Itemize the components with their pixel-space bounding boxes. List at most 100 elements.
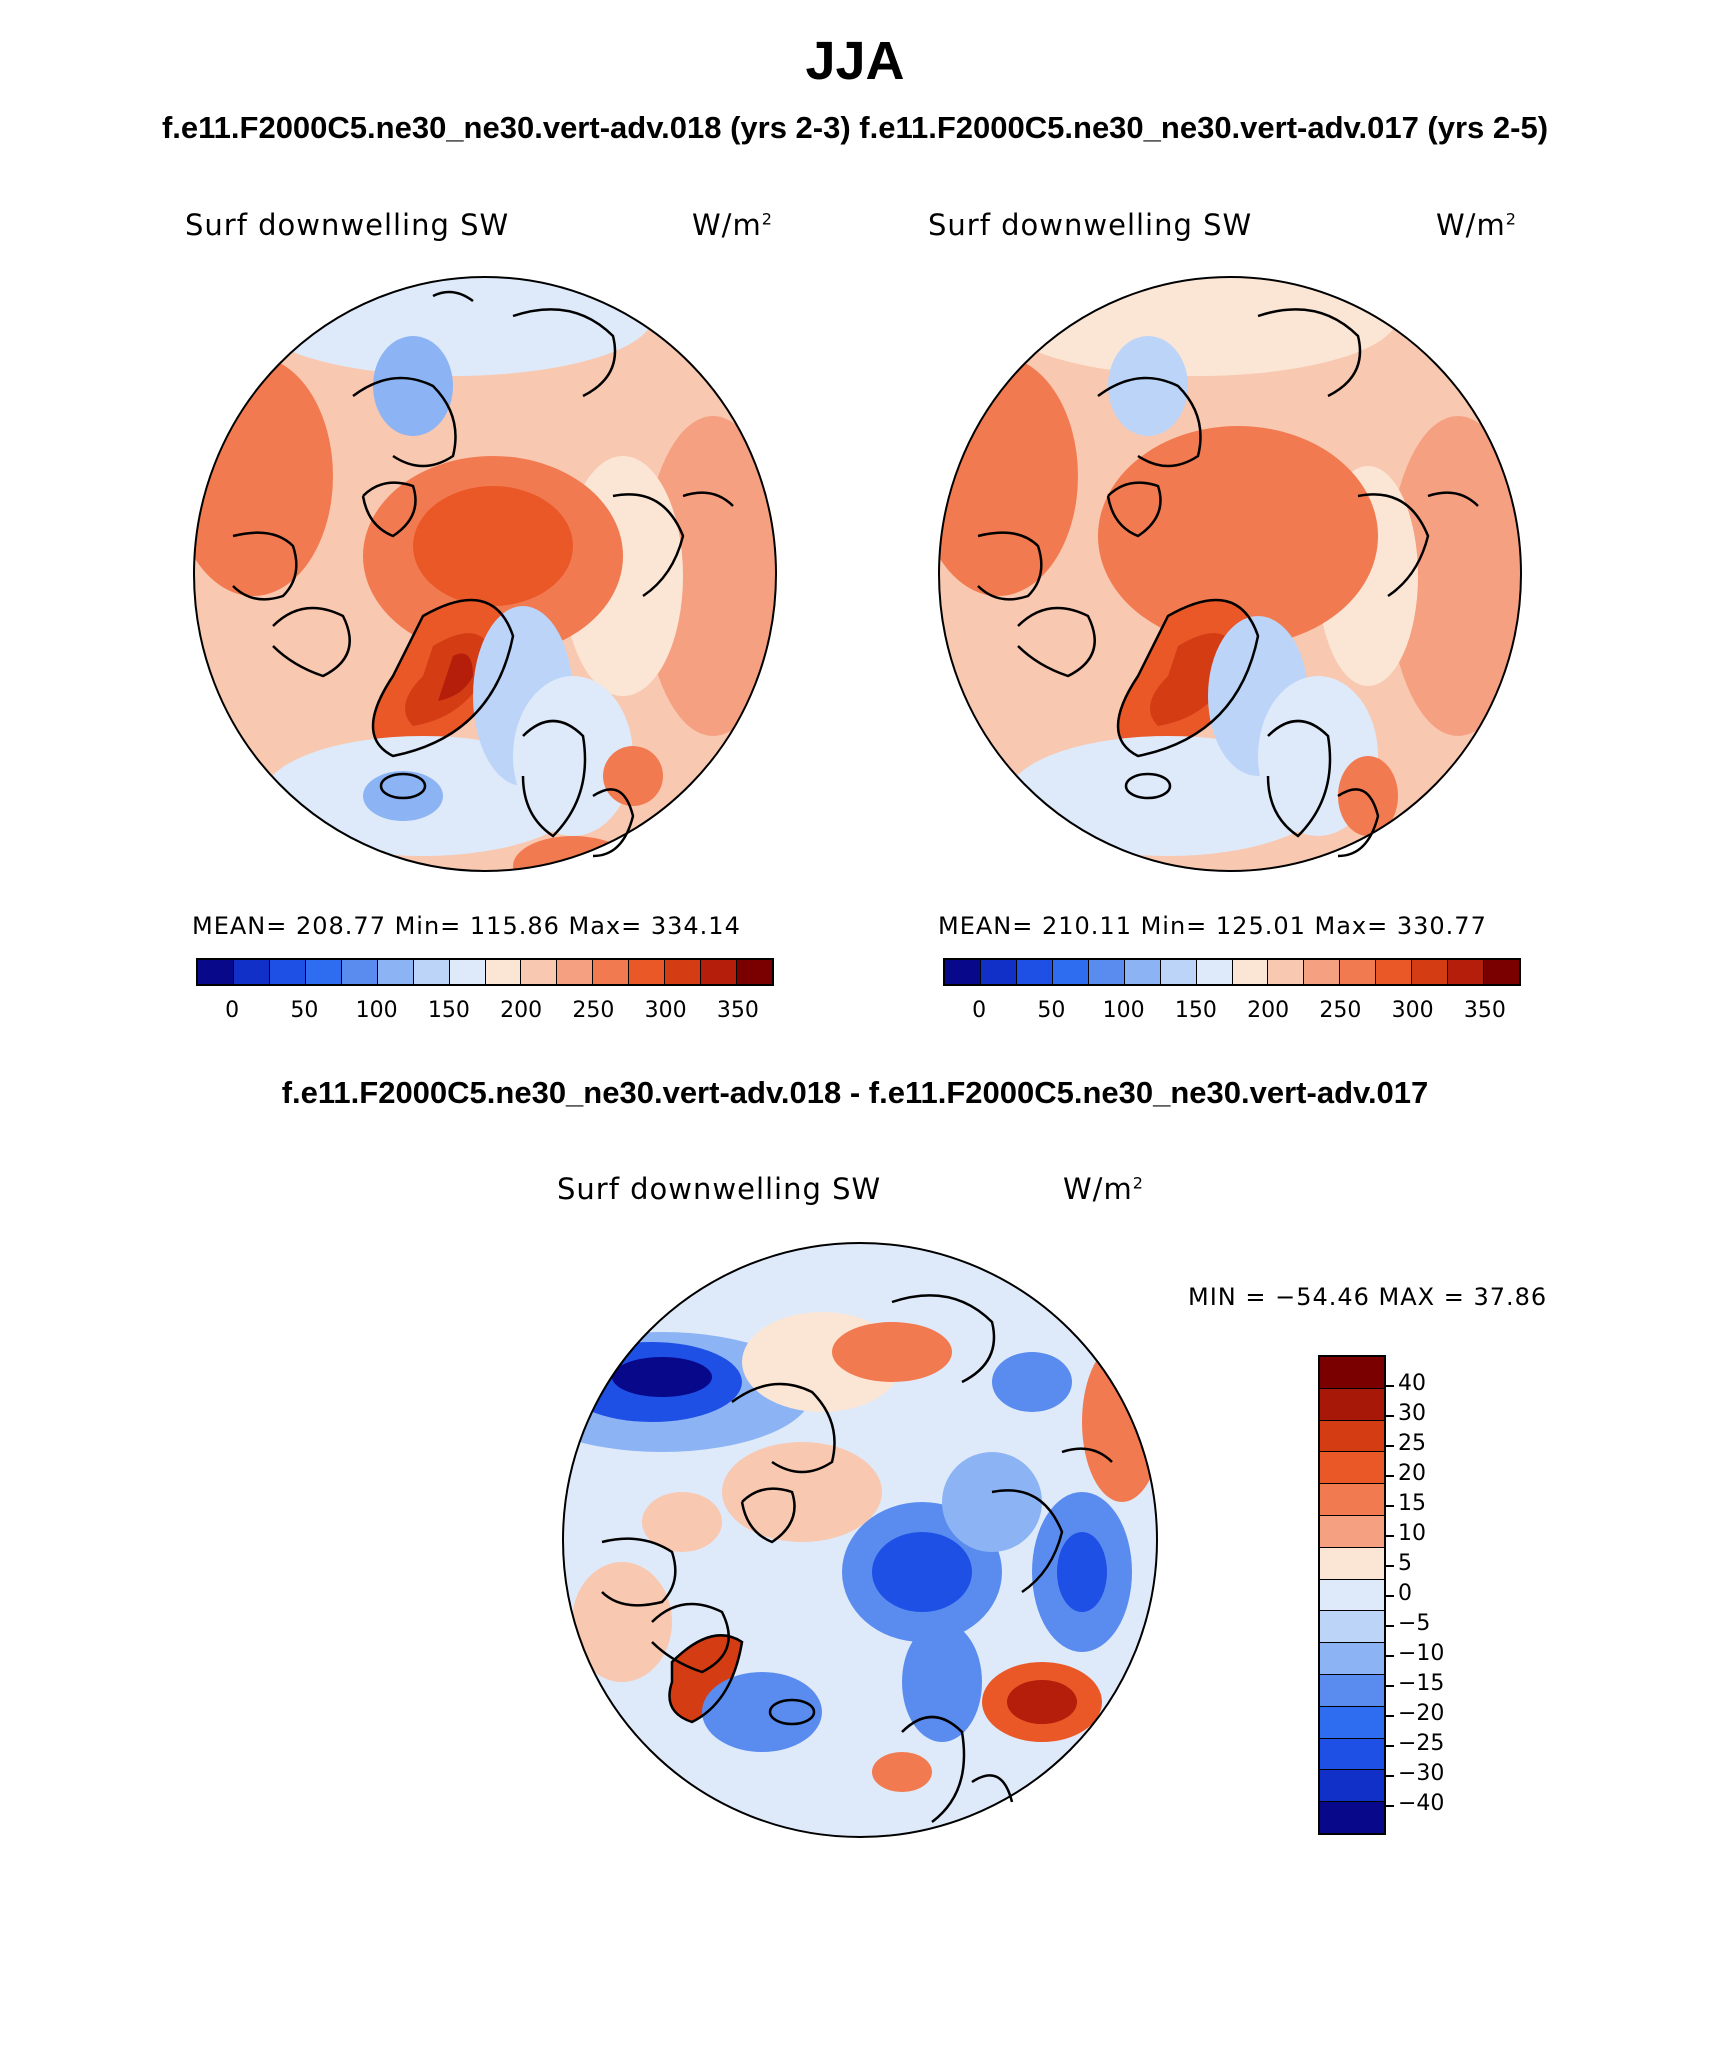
panel1-variable-label: Surf downwelling SW [185, 208, 510, 242]
colorbar-swatch [1320, 1388, 1384, 1421]
colorbar-swatch [1320, 1706, 1384, 1739]
colorbar-tick-label: 0 [225, 998, 240, 1023]
panel1-units-label: W/m2 [692, 208, 773, 242]
colorbar-swatch [1196, 960, 1233, 984]
colorbar-swatch [980, 960, 1017, 984]
colorbar-tick-mark [1386, 1535, 1394, 1537]
colorbar-tick-mark [1386, 1385, 1394, 1387]
colorbar-tick-mark [1386, 1475, 1394, 1477]
colorbar-tick-mark [1386, 1685, 1394, 1687]
colorbar-tick-mark [1386, 1805, 1394, 1807]
colorbar-tick-label: 20 [1398, 1461, 1426, 1486]
contour-field [194, 277, 776, 871]
page-title: JJA [805, 31, 905, 91]
colorbar-tick-label: 250 [572, 998, 615, 1023]
contour-field [563, 1243, 1157, 1837]
diff-variable-label: Surf downwelling SW [557, 1172, 882, 1206]
colorbar-tick-label: −20 [1398, 1701, 1445, 1726]
colorbar-swatch [1124, 960, 1161, 984]
colorbar-swatch [1016, 960, 1053, 984]
coastlines [232, 290, 734, 858]
colorbar-tick-label: −15 [1398, 1671, 1445, 1696]
colorbar-tick-mark [1386, 1715, 1394, 1717]
colorbar-tick-label: 25 [1398, 1431, 1426, 1456]
colorbar-tick-label: −30 [1398, 1761, 1445, 1786]
colorbar-swatch [413, 960, 450, 984]
colorbar-swatch [1320, 1452, 1384, 1485]
colorbar-tick-mark [1386, 1565, 1394, 1567]
colorbar-tick-label: −25 [1398, 1731, 1445, 1756]
colorbar-swatch [521, 960, 558, 984]
colorbar-tick-label: 30 [1398, 1401, 1426, 1426]
colorbar-tick-mark [1386, 1775, 1394, 1777]
colorbar-swatch [1320, 1738, 1384, 1771]
colorbar-tick-label: −5 [1398, 1611, 1431, 1636]
colorbar-swatch [377, 960, 414, 984]
panel2-stats: MEAN= 210.11 Min= 125.01 Max= 330.77 [938, 912, 1487, 940]
contour-field [939, 277, 1521, 871]
panel2-colorbar [943, 958, 1521, 986]
colorbar-swatch [485, 960, 522, 984]
colorbar-swatch [1320, 1547, 1384, 1580]
colorbar-swatch [233, 960, 270, 984]
diff-stats: MIN = −54.46 MAX = 37.86 [1188, 1283, 1548, 1311]
colorbar-tick-label: 350 [716, 998, 759, 1023]
colorbar-tick-label: 40 [1398, 1371, 1426, 1396]
colorbar-tick-mark [1386, 1505, 1394, 1507]
polar-map-difference [562, 1242, 1158, 1838]
colorbar-swatch [1320, 1579, 1384, 1612]
colorbar-tick-mark [1386, 1415, 1394, 1417]
diff-units-label: W/m2 [1063, 1172, 1144, 1206]
colorbar-tick-mark [1386, 1625, 1394, 1627]
colorbar-swatch [1268, 960, 1305, 984]
colorbar-swatch [1160, 960, 1197, 984]
colorbar-tick-label: 15 [1398, 1491, 1426, 1516]
colorbar-swatch [1320, 1770, 1384, 1803]
colorbar-swatch [1304, 960, 1341, 984]
colorbar-swatch [1376, 960, 1413, 984]
coastlines [977, 308, 1479, 858]
colorbar-tick-mark [1386, 1595, 1394, 1597]
polar-map-case-017 [938, 276, 1522, 872]
case-comparison-subtitle: f.e11.F2000C5.ne30_ne30.vert-adv.018 (yr… [161, 110, 1549, 145]
colorbar-tick-label: 150 [1174, 998, 1217, 1023]
colorbar-tick-label: 50 [1037, 998, 1066, 1023]
colorbar-swatch [1088, 960, 1125, 984]
panel2-variable-label: Surf downwelling SW [928, 208, 1253, 242]
colorbar-swatch [1320, 1484, 1384, 1516]
diff-colorbar [1318, 1355, 1386, 1835]
colorbar-swatch [629, 960, 666, 984]
colorbar-tick-label: 300 [1391, 998, 1434, 1023]
colorbar-tick-label: 250 [1319, 998, 1362, 1023]
colorbar-swatch [1320, 1802, 1384, 1833]
colorbar-tick-label: 200 [1247, 998, 1290, 1023]
colorbar-swatch [1484, 960, 1519, 984]
polar-map-case-018 [193, 276, 777, 872]
colorbar-swatch [1340, 960, 1377, 984]
colorbar-swatch [1448, 960, 1485, 984]
colorbar-swatch [198, 960, 234, 984]
colorbar-tick-label: 300 [644, 998, 687, 1023]
colorbar-tick-label: 100 [1102, 998, 1145, 1023]
colorbar-swatch [1320, 1611, 1384, 1644]
colorbar-tick-label: 350 [1463, 998, 1506, 1023]
colorbar-tick-label: 200 [500, 998, 543, 1023]
colorbar-swatch [1320, 1420, 1384, 1453]
colorbar-swatch [1320, 1515, 1384, 1548]
colorbar-tick-label: 10 [1398, 1521, 1426, 1546]
colorbar-swatch [341, 960, 378, 984]
colorbar-swatch [737, 960, 772, 984]
colorbar-swatch [945, 960, 981, 984]
colorbar-tick-mark [1386, 1445, 1394, 1447]
colorbar-swatch [1320, 1357, 1384, 1389]
colorbar-swatch [1320, 1643, 1384, 1675]
colorbar-tick-label: 5 [1398, 1551, 1412, 1576]
colorbar-tick-mark [1386, 1745, 1394, 1747]
colorbar-swatch [557, 960, 594, 984]
difference-subtitle: f.e11.F2000C5.ne30_ne30.vert-adv.018 - f… [281, 1075, 1429, 1110]
colorbar-swatch [1412, 960, 1449, 984]
colorbar-tick-label: 100 [355, 998, 398, 1023]
colorbar-swatch [593, 960, 630, 984]
colorbar-swatch [665, 960, 702, 984]
panel1-colorbar [196, 958, 774, 986]
